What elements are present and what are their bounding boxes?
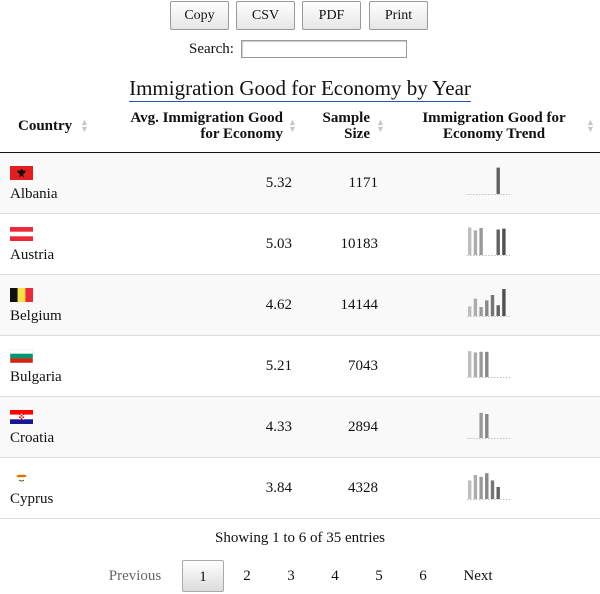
belgium-flag-icon [10, 288, 33, 302]
table-title: Immigration Good for Economy by Year [0, 76, 600, 102]
trend-bar [479, 351, 483, 377]
trend-bar [479, 307, 483, 316]
sample-size-value: 14144 [340, 297, 379, 313]
croatia-flag-icon [10, 410, 33, 424]
table-header: Country ▲ ▼ Avg. Immigration Good for Eco… [0, 104, 600, 153]
trend-bar [468, 351, 472, 377]
cyprus-flag-icon [10, 471, 33, 485]
trend-sparkline [467, 345, 511, 379]
page-3-button[interactable]: 3 [287, 568, 295, 584]
trend-sparkline [467, 467, 511, 501]
column-header-avg-line1: Avg. Immigration Good [130, 110, 283, 126]
trend-bar [468, 227, 472, 255]
table-row[interactable]: Cyprus 3.84 4328 [0, 458, 600, 519]
trend-bar [502, 289, 506, 316]
print-button[interactable]: Print [369, 1, 428, 30]
trend-sparkline [467, 406, 511, 440]
trend-bar [485, 473, 489, 499]
page-2-button[interactable]: 2 [243, 568, 251, 584]
sample-size-value: 7043 [348, 358, 378, 374]
page-5-button[interactable]: 5 [375, 568, 383, 584]
country-name: Bulgaria [10, 369, 62, 385]
csv-button[interactable]: CSV [236, 1, 295, 30]
sample-size-value: 10183 [340, 236, 379, 252]
sample-size-value: 2894 [348, 419, 378, 435]
trend-bar [485, 300, 489, 316]
trend-bar [468, 480, 472, 499]
trend-bar [468, 306, 472, 316]
sort-icon: ▲ ▼ [80, 117, 89, 134]
avg-value: 5.03 [265, 236, 292, 252]
table-row[interactable]: Austria 5.03 10183 [0, 214, 600, 275]
trend-sparkline [467, 162, 511, 196]
avg-value: 3.84 [265, 480, 292, 496]
next-button[interactable]: Next [463, 568, 493, 584]
sample-size-value: 1171 [348, 175, 378, 191]
table-row[interactable]: Bulgaria 5.21 7043 [0, 336, 600, 397]
column-header-trend[interactable]: Immigration Good for Economy Trend [408, 110, 580, 142]
column-header-trend-line2: Economy Trend [442, 126, 546, 142]
albania-flag-icon [10, 166, 33, 180]
table-row[interactable]: Albania 5.32 1171 [0, 153, 600, 214]
trend-bar [473, 352, 478, 377]
column-header-country[interactable]: Country [18, 118, 73, 134]
trend-bar [473, 298, 478, 316]
trend-bar [485, 414, 489, 438]
country-name: Belgium [10, 308, 62, 324]
trend-bar [502, 228, 506, 255]
trend-bar [479, 228, 483, 255]
trend-bar [479, 412, 483, 438]
page-1-button[interactable]: 1 [182, 560, 224, 592]
sort-icon: ▲ ▼ [288, 117, 297, 134]
trend-bar [496, 167, 500, 194]
bulgaria-flag-icon [9, 348, 34, 364]
table-info: Showing 1 to 6 of 35 entries [215, 530, 385, 546]
trend-bar [490, 295, 495, 316]
column-header-avg-line2: for Economy [200, 126, 283, 142]
table-row[interactable]: Croatia 4.33 2894 [0, 397, 600, 458]
country-name: Croatia [10, 430, 55, 446]
column-header-size-line2: Size [344, 126, 370, 142]
previous-button[interactable]: Previous [108, 568, 162, 584]
austria-flag-icon [10, 227, 33, 241]
column-header-size-line1: Sample [322, 110, 370, 126]
column-header-trend-line1: Immigration Good for [422, 110, 566, 126]
sort-icon: ▲ ▼ [376, 117, 385, 134]
search-row: Search: [189, 40, 407, 58]
country-name: Cyprus [10, 491, 54, 507]
trend-bar [496, 487, 500, 499]
avg-value: 4.33 [265, 419, 292, 435]
trend-bar [485, 351, 489, 377]
trend-bar [496, 229, 500, 255]
sort-icon: ▲ ▼ [586, 117, 595, 134]
page-4-button[interactable]: 4 [331, 568, 339, 584]
avg-value: 5.21 [265, 358, 292, 374]
trend-bar [479, 476, 483, 499]
copy-button[interactable]: Copy [170, 1, 229, 30]
pdf-button[interactable]: PDF [302, 1, 361, 30]
trend-bar [490, 480, 495, 499]
column-header-sample-size[interactable]: Sample Size [300, 110, 370, 142]
table-row[interactable]: Belgium 4.62 14144 [0, 275, 600, 336]
trend-bar [473, 475, 478, 499]
search-label: Search: [189, 40, 234, 57]
pagination: Previous 1 2 3 4 5 6 Next [0, 560, 600, 592]
trend-bar [473, 230, 478, 255]
trend-sparkline [467, 284, 511, 318]
page-6-button[interactable]: 6 [419, 568, 427, 584]
trend-sparkline [467, 223, 511, 257]
avg-value: 5.32 [265, 175, 292, 191]
search-input[interactable] [240, 40, 407, 58]
avg-value: 4.62 [265, 297, 292, 313]
table-title-text: Immigration Good for Economy by Year [129, 76, 471, 102]
column-header-avg[interactable]: Avg. Immigration Good for Economy [110, 110, 283, 142]
sample-size-value: 4328 [348, 480, 378, 496]
country-name: Austria [10, 247, 55, 263]
trend-bar [496, 305, 500, 316]
country-name: Albania [10, 186, 58, 202]
